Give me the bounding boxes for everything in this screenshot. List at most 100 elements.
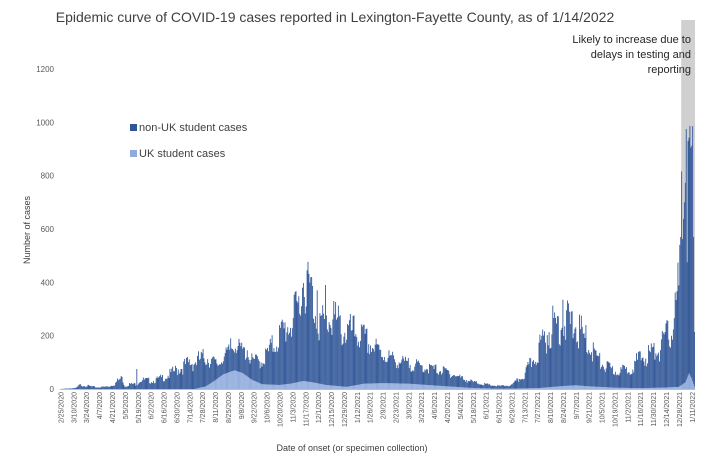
bar-uk (637, 388, 638, 389)
bar-non-uk (443, 366, 444, 386)
annotation-line-1: Likely to increase due to (572, 34, 691, 46)
bar-uk (388, 383, 389, 389)
bar-non-uk (551, 348, 552, 387)
bar-non-uk (131, 383, 132, 389)
bar-non-uk (160, 375, 161, 389)
x-tick-label: 6/15/2021 (497, 392, 504, 423)
bar-non-uk (459, 375, 460, 387)
bar-non-uk (385, 362, 386, 384)
bar-uk (319, 384, 320, 389)
bar-uk (554, 387, 555, 389)
bar-uk (550, 387, 551, 389)
bar-non-uk (564, 326, 565, 386)
bar-uk (288, 384, 289, 389)
annotation-line-3: reporting (648, 64, 691, 76)
bar-non-uk (335, 302, 336, 386)
bar-uk (638, 388, 639, 389)
bar-non-uk (425, 370, 426, 384)
bar-non-uk (320, 313, 321, 384)
bar-non-uk (276, 347, 277, 385)
bar-uk (602, 387, 603, 389)
bar-non-uk (207, 359, 208, 385)
bar-uk (215, 380, 216, 389)
bar-uk (423, 385, 424, 389)
bar-non-uk (626, 367, 627, 388)
bar-non-uk (424, 372, 425, 384)
bar-uk (216, 380, 217, 389)
bar-uk (623, 388, 624, 389)
y-tick-label: 800 (41, 172, 55, 181)
bar-non-uk (227, 350, 228, 373)
bar-non-uk (635, 361, 636, 388)
bar-uk (581, 386, 582, 389)
bar-uk (636, 388, 637, 389)
bar-uk (259, 383, 260, 389)
x-tick-label: 3/10/2020 (71, 392, 78, 423)
bar-non-uk (127, 386, 128, 389)
bar-non-uk (600, 369, 601, 387)
bar-uk (250, 378, 251, 389)
bar-non-uk (666, 323, 667, 387)
bar-non-uk (186, 358, 187, 389)
bar-uk (409, 384, 410, 389)
bar-uk (209, 384, 210, 389)
bar-uk (391, 383, 392, 389)
bar-uk (533, 388, 534, 389)
bar-non-uk (69, 388, 70, 389)
bar-uk (331, 386, 332, 389)
x-tick-label: 1/11/2022 (690, 392, 697, 423)
bar-non-uk (297, 301, 298, 382)
bar-non-uk (690, 148, 691, 377)
bar-uk (357, 385, 358, 389)
bar-non-uk (610, 367, 611, 388)
bar-uk (490, 388, 491, 389)
bar-non-uk (505, 386, 506, 388)
bar-non-uk (92, 386, 93, 389)
bar-uk (553, 387, 554, 389)
x-tick-label: 5/19/2020 (136, 392, 143, 423)
annotation-line-2: delays in testing and (591, 49, 691, 61)
bar-uk (459, 387, 460, 389)
bar-non-uk (375, 345, 376, 384)
bar-non-uk (83, 386, 84, 389)
bar-uk (261, 384, 262, 389)
bar-uk (212, 382, 213, 389)
bar-uk (217, 378, 218, 389)
bar-uk (305, 381, 306, 389)
bar-non-uk (201, 352, 202, 388)
x-tick-label: 10/6/2020 (265, 392, 272, 423)
bar-uk (297, 382, 298, 389)
bar-non-uk (614, 375, 615, 388)
bar-non-uk (132, 384, 133, 389)
bar-non-uk (691, 146, 692, 379)
bar-uk (306, 381, 307, 389)
bar-non-uk (359, 347, 360, 384)
x-tick-label: 9/8/2020 (239, 392, 246, 419)
bar-non-uk (239, 339, 240, 372)
bar-non-uk (629, 372, 630, 388)
bar-uk (324, 385, 325, 389)
bar-non-uk (585, 325, 586, 386)
bar-uk (560, 386, 561, 389)
bar-non-uk (226, 347, 227, 373)
bar-non-uk (213, 356, 214, 381)
bar-non-uk (661, 339, 662, 387)
bar-uk (681, 385, 682, 389)
bar-non-uk (638, 352, 639, 388)
bar-non-uk (435, 365, 436, 386)
bar-non-uk (108, 387, 109, 389)
bar-non-uk (625, 369, 626, 388)
bar-non-uk (412, 371, 413, 383)
bar-non-uk (295, 292, 296, 383)
bar-non-uk (112, 386, 113, 389)
x-tick-label: 6/29/2021 (509, 392, 516, 423)
bar-non-uk (612, 366, 613, 387)
bar-non-uk (473, 382, 474, 388)
x-tick-label: 11/30/2021 (651, 392, 658, 427)
bar-non-uk (659, 361, 660, 387)
x-tick-label: 9/21/2021 (587, 392, 594, 423)
bar-uk (347, 387, 348, 389)
bar-non-uk (225, 353, 226, 374)
bar-non-uk (269, 345, 270, 385)
